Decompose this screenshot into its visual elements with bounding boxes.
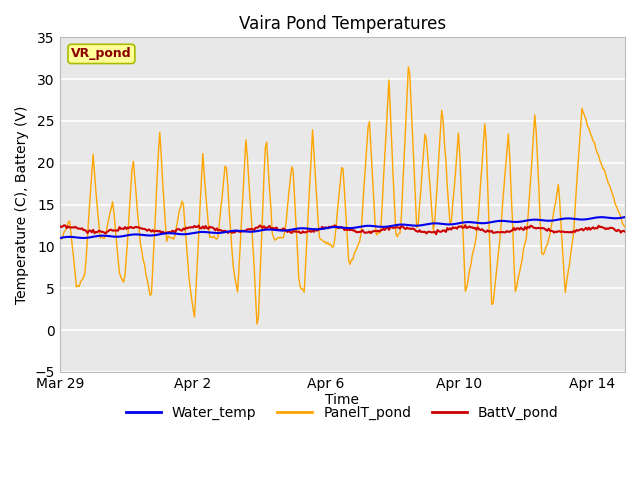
Text: VR_pond: VR_pond	[71, 48, 132, 60]
X-axis label: Time: Time	[325, 394, 360, 408]
Title: Vaira Pond Temperatures: Vaira Pond Temperatures	[239, 15, 446, 33]
Legend: Water_temp, PanelT_pond, BattV_pond: Water_temp, PanelT_pond, BattV_pond	[120, 400, 564, 425]
Y-axis label: Temperature (C), Battery (V): Temperature (C), Battery (V)	[15, 106, 29, 304]
